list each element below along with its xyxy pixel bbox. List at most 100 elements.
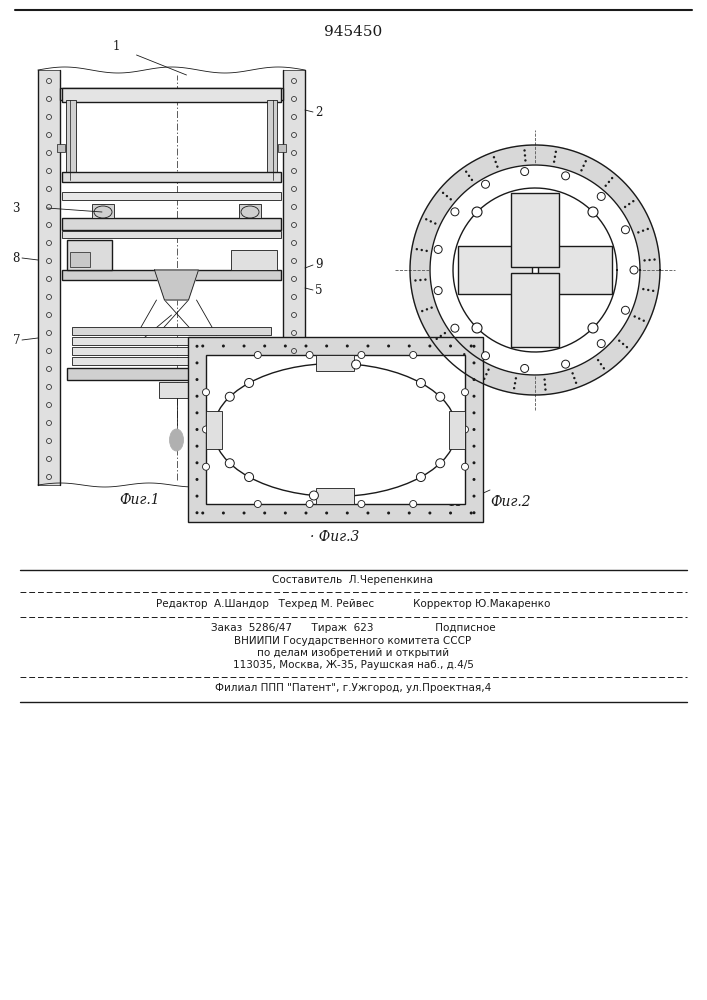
Circle shape [647, 289, 650, 291]
Circle shape [414, 279, 416, 282]
Circle shape [515, 377, 517, 380]
Circle shape [643, 320, 645, 322]
Circle shape [621, 226, 629, 234]
Circle shape [387, 512, 390, 514]
Text: 5: 5 [315, 284, 322, 296]
Circle shape [430, 220, 432, 223]
Circle shape [196, 411, 199, 414]
Circle shape [325, 512, 328, 514]
Circle shape [520, 168, 529, 176]
Bar [62, 270, 281, 280]
Circle shape [561, 360, 570, 368]
Circle shape [632, 200, 634, 202]
Circle shape [472, 361, 476, 364]
Circle shape [428, 512, 431, 514]
Circle shape [426, 308, 428, 311]
Circle shape [451, 324, 459, 332]
Circle shape [514, 382, 516, 384]
Text: 6: 6 [315, 383, 322, 396]
Circle shape [409, 500, 416, 508]
Circle shape [445, 195, 448, 197]
Circle shape [457, 361, 459, 363]
Circle shape [444, 332, 446, 334]
Text: 8: 8 [13, 251, 20, 264]
Bar [316, 488, 354, 504]
Text: 3: 3 [13, 202, 20, 215]
Text: · Фиг.3: · Фиг.3 [310, 530, 360, 544]
Text: Фиг.1: Фиг.1 [119, 493, 160, 507]
Circle shape [647, 228, 649, 230]
Bar [188, 337, 483, 522]
Circle shape [469, 512, 473, 514]
Circle shape [553, 160, 555, 163]
Circle shape [366, 512, 370, 514]
Circle shape [358, 352, 365, 359]
Bar [62, 88, 281, 102]
Bar [57, 144, 65, 152]
Circle shape [624, 206, 626, 208]
Circle shape [472, 428, 476, 431]
Circle shape [451, 208, 459, 216]
Bar [72, 357, 271, 365]
Circle shape [442, 192, 444, 194]
Circle shape [588, 207, 598, 217]
Circle shape [580, 169, 583, 172]
Circle shape [284, 344, 287, 348]
Circle shape [472, 378, 476, 381]
Circle shape [436, 459, 445, 468]
Bar [70, 252, 90, 267]
Circle shape [463, 353, 465, 355]
Text: 1: 1 [113, 40, 120, 53]
Bar [62, 231, 281, 238]
Circle shape [544, 383, 547, 386]
Circle shape [434, 245, 442, 253]
Circle shape [222, 344, 225, 348]
Circle shape [436, 392, 445, 401]
Text: 9: 9 [315, 258, 322, 271]
Circle shape [325, 344, 328, 348]
Circle shape [544, 388, 547, 391]
Circle shape [366, 344, 370, 348]
Circle shape [196, 361, 199, 364]
Circle shape [513, 387, 515, 389]
Circle shape [434, 222, 436, 225]
Bar [316, 355, 354, 371]
Circle shape [263, 344, 267, 348]
Text: Составитель  Л.Черепенкина: Составитель Л.Черепенкина [272, 575, 433, 585]
Text: Заказ  5286/47      Тираж  623                   Подписное: Заказ 5286/47 Тираж 623 Подписное [211, 623, 496, 633]
Circle shape [462, 389, 469, 396]
Bar [267, 100, 277, 180]
Bar [511, 273, 559, 347]
Circle shape [468, 175, 470, 177]
Circle shape [196, 395, 199, 398]
Circle shape [255, 500, 262, 508]
Circle shape [434, 287, 442, 295]
Circle shape [638, 317, 641, 320]
Bar [283, 70, 305, 485]
Circle shape [643, 259, 645, 262]
Circle shape [462, 426, 469, 433]
Text: Филиал ППП "Патент", г.Ужгород, ул.Проектная,4: Филиал ППП "Патент", г.Ужгород, ул.Проек… [215, 683, 491, 693]
Bar [67, 368, 276, 380]
Text: по делам изобретений и открытий: по делам изобретений и открытий [257, 648, 449, 658]
Circle shape [408, 512, 411, 514]
Circle shape [421, 249, 423, 251]
Circle shape [494, 161, 497, 163]
Circle shape [472, 395, 476, 398]
Circle shape [524, 159, 527, 162]
Circle shape [196, 461, 199, 464]
Circle shape [554, 156, 556, 158]
Circle shape [196, 511, 199, 514]
Circle shape [351, 360, 361, 369]
Circle shape [585, 160, 587, 162]
Circle shape [487, 368, 490, 371]
Circle shape [608, 181, 610, 183]
Text: 945450: 945450 [324, 25, 382, 39]
Circle shape [284, 512, 287, 514]
Circle shape [263, 512, 267, 514]
Circle shape [520, 364, 529, 372]
Circle shape [450, 198, 452, 200]
Circle shape [472, 411, 476, 414]
Circle shape [425, 218, 428, 220]
Circle shape [465, 171, 467, 173]
